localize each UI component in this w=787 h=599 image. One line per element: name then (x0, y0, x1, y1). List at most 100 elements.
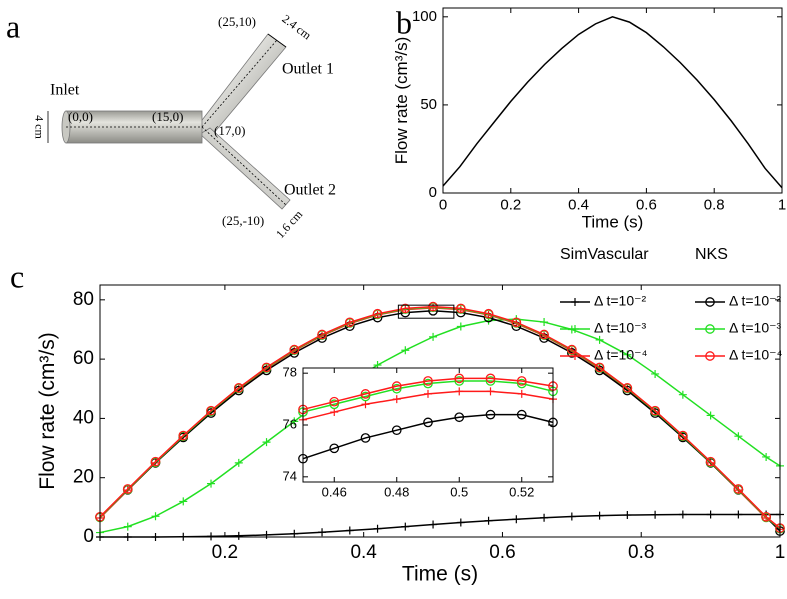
x-tick-label: 0.4 (568, 197, 589, 214)
marker (762, 452, 771, 461)
label: Outlet 2 (284, 182, 336, 199)
marker (178, 430, 189, 441)
legend-label: Δ t=10⁻² (729, 293, 781, 309)
marker (678, 430, 688, 441)
axes-frame (442, 7, 783, 194)
y-tick-label: 80 (73, 289, 94, 310)
marker (317, 329, 327, 340)
marker (571, 298, 579, 306)
y-tick-label: 0 (429, 184, 437, 201)
marker (318, 528, 327, 537)
marker (360, 389, 371, 399)
x-tick-label: 0 (439, 197, 447, 214)
marker (540, 318, 549, 327)
x-tick-label: 0.2 (500, 197, 521, 214)
marker (401, 522, 410, 531)
y-axis-label: Flow rate (cm³/s) (392, 37, 411, 165)
marker (456, 518, 465, 527)
marker (706, 510, 715, 519)
marker (623, 511, 632, 520)
marker (485, 409, 496, 420)
marker (761, 511, 771, 522)
marker (539, 329, 549, 340)
marker (734, 432, 743, 441)
x-tick-label: 1 (775, 542, 786, 563)
marker (329, 399, 340, 410)
marker (289, 344, 300, 355)
x-tick-label: 0.8 (704, 197, 725, 214)
marker (516, 376, 527, 386)
x-axis-label: Time (s) (402, 563, 478, 586)
marker (345, 526, 354, 535)
marker (401, 346, 410, 355)
zoom-box (397, 304, 455, 319)
panel-label: a (6, 8, 20, 44)
label: (15,0) (152, 109, 183, 124)
marker (329, 396, 340, 407)
marker (678, 390, 687, 399)
marker (650, 405, 660, 416)
marker (429, 332, 438, 341)
label: 4 cm (32, 115, 46, 139)
label: 2.4 cm (279, 12, 314, 43)
panel-label: b (396, 4, 412, 40)
marker (400, 303, 411, 314)
marker (595, 511, 604, 520)
marker (705, 456, 716, 467)
marker (207, 479, 216, 488)
marker (484, 516, 493, 525)
marker (423, 378, 433, 389)
plot-area (442, 16, 783, 189)
marker (206, 405, 216, 416)
legend: SimVascular NKS Δ t=10⁻² Δ t=10⁻³ Δ t=10⁻⁴ Δ … (560, 246, 783, 363)
marker (372, 308, 383, 319)
marker (483, 308, 494, 319)
marker (122, 484, 133, 494)
marker (516, 409, 527, 420)
marker (705, 351, 715, 361)
marker (651, 369, 660, 378)
marker (391, 383, 402, 394)
marker (330, 408, 339, 417)
series-line (302, 377, 554, 411)
x-tick-label: 0.2 (212, 542, 238, 563)
marker (540, 513, 549, 522)
marker (373, 524, 382, 533)
marker (571, 352, 579, 360)
marker (456, 322, 465, 331)
y-tick-label: 74 (283, 468, 297, 483)
marker (391, 381, 402, 391)
marker (179, 497, 188, 506)
legend-label: Δ t=10⁻³ (594, 320, 646, 336)
marker (207, 532, 216, 541)
marker (344, 317, 355, 328)
x-tick-label: 0.8 (628, 542, 654, 563)
marker (391, 425, 402, 436)
marker (512, 515, 521, 524)
marker (517, 389, 526, 398)
x-tick-label: 0.48 (384, 484, 409, 499)
y-tick-label: 20 (73, 467, 94, 488)
marker (595, 335, 604, 344)
marker (651, 510, 660, 519)
centerline (201, 39, 278, 128)
label: (0,0) (68, 109, 93, 124)
marker (150, 456, 161, 467)
legend-label: Δ t=10⁻² (594, 293, 646, 309)
marker (234, 458, 243, 467)
marker (454, 373, 465, 384)
x-tick-label: 0.6 (636, 197, 657, 214)
legend-title: NKS (695, 246, 728, 263)
marker (262, 438, 271, 447)
x-axis-label: Time (s) (582, 212, 644, 231)
marker (733, 484, 744, 494)
marker (571, 325, 579, 333)
chart: 0 0.2 0.4 0.6 0.8 1 0 50 100 Time (s) Flow rate (c… (392, 4, 786, 231)
axes-frame (302, 367, 554, 483)
marker (360, 391, 371, 402)
label: Outlet 1 (282, 61, 334, 78)
y-axis-label: Flow rate (cm³/s) (36, 332, 59, 490)
legend-title: SimVascular (560, 246, 649, 263)
label: 1.6 cm (273, 207, 306, 241)
